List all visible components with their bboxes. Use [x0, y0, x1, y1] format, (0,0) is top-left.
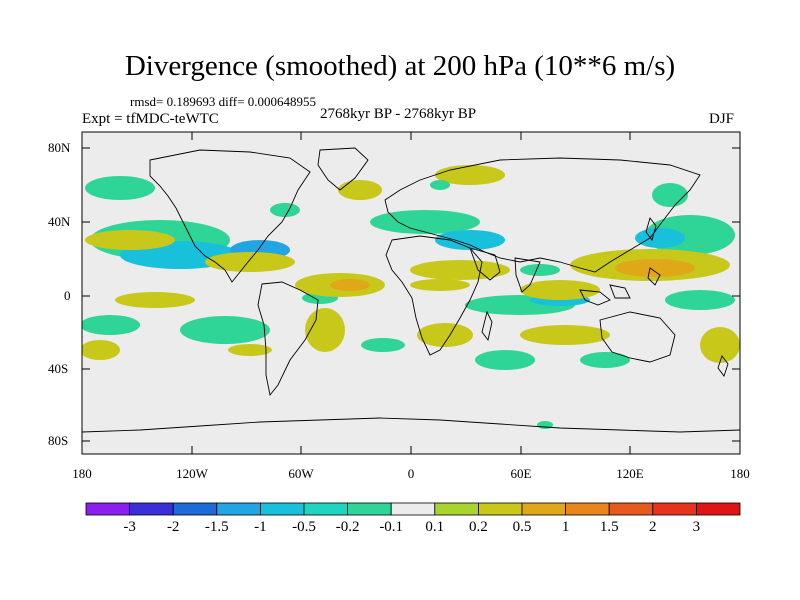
colorbar-box	[565, 502, 610, 516]
colorbar-box	[347, 502, 392, 516]
lon-label-120e: 120E	[616, 466, 644, 481]
experiment-label: Expt = tfMDC-teWTC	[82, 111, 219, 127]
statistics-label: rmsd= 0.189693 diff= 0.000648955	[130, 94, 316, 109]
lon-label-180e: 180	[730, 466, 750, 481]
lon-label-60e: 60E	[510, 466, 532, 481]
colorbar-box	[652, 502, 697, 516]
season-label: DJF	[709, 111, 735, 127]
colorbar-box	[521, 502, 566, 516]
colorbar-label: -0.5	[292, 519, 316, 535]
colorbar	[85, 502, 741, 516]
colorbar-label: -1	[254, 519, 267, 535]
colorbar-label: -0.2	[335, 519, 360, 535]
lon-label-60w: 60W	[288, 466, 314, 481]
axis-ticks	[81, 132, 741, 454]
colorbar-label: -3	[123, 519, 136, 535]
lat-label-80n: 80N	[48, 140, 71, 155]
colorbar-label: 0.2	[469, 519, 488, 535]
colorbar-box	[129, 502, 174, 516]
colorbar-box	[303, 502, 348, 516]
lat-label-40s: 40S	[48, 361, 69, 376]
colorbar-box	[85, 502, 130, 516]
colorbar-box	[608, 502, 654, 516]
colorbar-label: -1.5	[204, 519, 229, 535]
colorbar-label: 1.5	[599, 519, 619, 535]
colorbar-box	[172, 502, 218, 516]
colorbar-label: 1	[561, 519, 570, 535]
coastlines	[82, 147, 740, 433]
colorbar-label: -0.1	[379, 519, 404, 535]
lat-label-80s: 80S	[48, 433, 69, 448]
colorbar-box	[390, 502, 436, 516]
colorbar-label: -2	[166, 519, 180, 535]
colorbar-box	[259, 502, 305, 516]
map-background	[82, 132, 740, 454]
lat-label-40n: 40N	[48, 214, 71, 229]
colorbar-box	[477, 502, 523, 516]
colorbar-label: 0.1	[425, 519, 445, 535]
colorbar-box	[216, 502, 261, 516]
colorbar-label: 2	[649, 519, 657, 535]
lat-label-0: 0	[64, 288, 71, 303]
period-label: 2768kyr BP - 2768kyr BP	[320, 106, 477, 122]
map-title: Divergence (smoothed) at 200 hPa (10**6 …	[124, 50, 676, 82]
lon-label-120w: 120W	[176, 466, 208, 481]
colorbar-box	[696, 502, 741, 516]
colorbar-label: 3	[692, 519, 701, 535]
lon-label-180w: 180	[72, 466, 92, 481]
colorbar-box	[434, 502, 479, 516]
colorbar-label: 0.5	[512, 519, 532, 535]
divergence-field	[82, 165, 740, 429]
lon-label-0: 0	[407, 466, 415, 481]
